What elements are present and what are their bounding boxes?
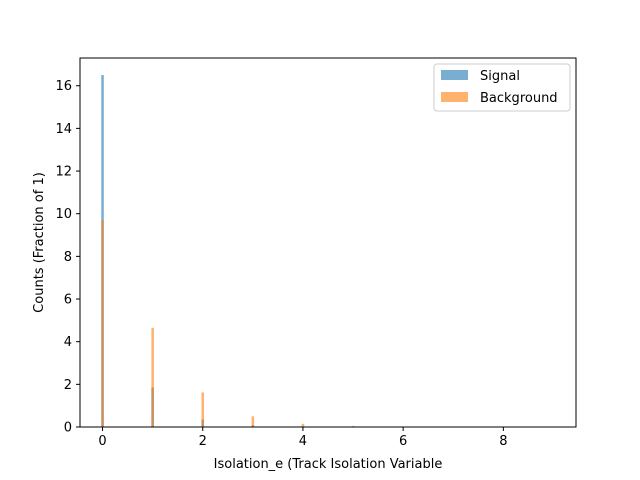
y-tick-label: 16 <box>55 79 72 94</box>
x-tick-label: 8 <box>499 434 507 449</box>
x-tick-label: 4 <box>299 434 307 449</box>
bar-background-0 <box>101 220 104 427</box>
y-tick-label: 4 <box>64 335 72 350</box>
x-tick-label: 6 <box>399 434 407 449</box>
y-tick-label: 12 <box>55 165 72 180</box>
y-tick-label: 10 <box>55 207 72 222</box>
bar-background-3 <box>251 416 255 427</box>
bar-background-1 <box>151 327 154 427</box>
legend-swatch-background <box>441 92 468 102</box>
x-axis-label: Isolation_e (Track Isolation Variable <box>214 457 443 472</box>
bar-background-4 <box>301 423 305 427</box>
bar-background-5 <box>351 425 355 427</box>
y-tick-label: 8 <box>64 250 72 265</box>
y-tick-label: 2 <box>64 378 72 393</box>
y-tick-label: 14 <box>55 122 72 137</box>
y-tick-label: 0 <box>64 421 72 436</box>
x-tick-label: 2 <box>199 434 207 449</box>
x-tick-label: 0 <box>98 434 106 449</box>
legend: Signal Background <box>433 63 571 112</box>
x-axis-ticks: 0 2 4 6 8 <box>98 427 507 449</box>
legend-label-signal: Signal <box>480 69 520 84</box>
y-axis-ticks: 0 2 4 6 8 10 12 14 16 <box>55 79 80 436</box>
bar-background-2 <box>201 392 204 427</box>
y-tick-label: 6 <box>64 293 72 308</box>
legend-label-background: Background <box>480 91 558 106</box>
y-axis-label: Counts (Fraction of 1) <box>32 172 47 313</box>
plot-frame <box>79 57 577 428</box>
legend-swatch-signal <box>441 70 468 80</box>
